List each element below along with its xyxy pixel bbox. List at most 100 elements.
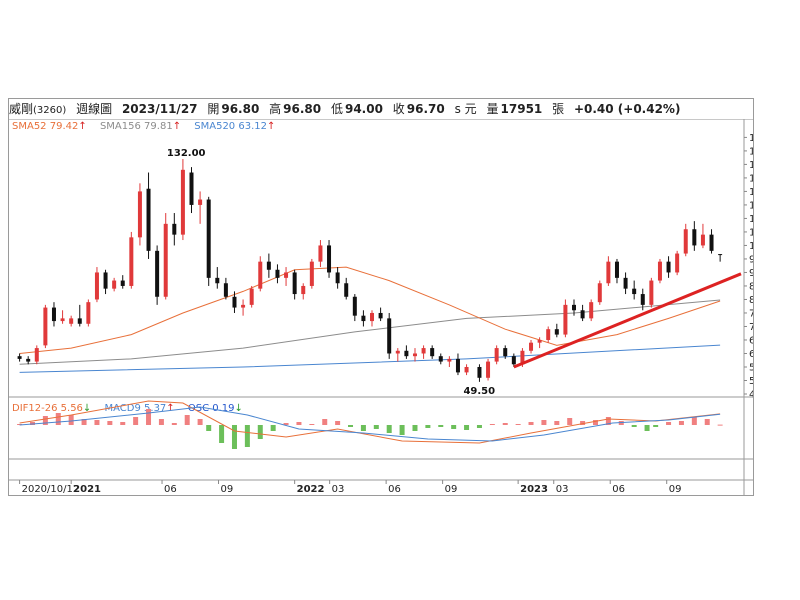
candle-down — [26, 358, 31, 362]
candle-up — [60, 318, 65, 322]
osc-bar-negative — [438, 425, 444, 427]
low-value: 94.00 — [344, 102, 383, 116]
macd-label: MACD9 — [104, 403, 141, 414]
osc-bar-negative — [257, 425, 263, 439]
osc-bar-positive — [296, 422, 302, 425]
osc-bar-positive — [171, 423, 177, 425]
candle-down — [327, 245, 332, 273]
candle-up — [112, 280, 117, 289]
sma156-line — [19, 299, 721, 365]
osc-bar-positive — [322, 419, 328, 425]
candle-up — [129, 237, 134, 286]
candle-down — [266, 261, 271, 270]
candle-down — [352, 296, 357, 316]
osc-bar-negative — [386, 425, 392, 433]
candle-down — [344, 283, 349, 297]
x-tick-label: 06 — [388, 484, 401, 495]
y-tick-label: 140.0 — [749, 133, 753, 144]
high-label: 高 — [269, 102, 282, 116]
sma52-value: 79.42 — [49, 121, 79, 132]
x-tick-label: 2020/10/12 — [22, 484, 80, 495]
osc-bar-negative — [631, 425, 637, 427]
osc-bar-negative — [206, 425, 212, 431]
candle-down — [438, 356, 443, 362]
sma52-legend: SMA52 79.42↑ — [12, 121, 87, 132]
stock-name: 威剛 — [9, 102, 34, 116]
candle-up — [284, 272, 289, 278]
osc-bar-positive — [309, 424, 315, 425]
candle-down — [120, 280, 125, 286]
osc-bar-negative — [360, 425, 366, 431]
candle-up — [486, 361, 491, 378]
arrow-up-icon: ↑ — [166, 403, 175, 414]
osc-label: OSC — [187, 403, 210, 414]
volume-label: 量 — [486, 102, 499, 116]
x-tick-label: 06 — [612, 484, 625, 495]
open-value: 96.80 — [221, 102, 260, 116]
osc-bar-negative — [244, 425, 250, 447]
arrow-down-icon: ↓ — [82, 403, 92, 414]
osc-bar-positive — [94, 420, 100, 425]
candle-up — [520, 350, 525, 365]
y-tick-label: 120.0 — [749, 187, 753, 198]
sma520-value: 63.12 — [238, 121, 267, 132]
osc-bar-positive — [133, 417, 139, 425]
candle-up — [69, 318, 74, 324]
arrow-up-icon: ↑ — [78, 121, 87, 132]
candle-up — [412, 353, 417, 357]
candle-down — [666, 261, 671, 273]
x-tick-label: 2023 — [520, 484, 548, 495]
candle-up — [563, 304, 568, 335]
osc-bar-positive — [81, 419, 87, 425]
osc-bar-positive — [678, 421, 684, 425]
candle-down — [709, 234, 714, 251]
x-tick-label: 09 — [221, 484, 234, 495]
osc-bar-negative — [476, 425, 482, 428]
candle-up — [649, 280, 654, 305]
close-value: 96.70 — [406, 102, 445, 116]
x-tick-label: 03 — [332, 484, 345, 495]
close-label: 收 — [392, 102, 405, 116]
candle-up — [258, 261, 263, 289]
sma520-label: SMA520 — [194, 121, 236, 132]
y-tick-label: 110.0 — [749, 214, 753, 225]
y-tick-label: 55.0 — [749, 362, 753, 373]
dif-legend: DIF12-26 5.56↓ — [12, 403, 91, 414]
price-annotation: 49.50 — [463, 386, 495, 397]
candle-up — [546, 329, 551, 340]
candle-down — [614, 261, 619, 278]
osc-bar-positive — [42, 416, 48, 425]
candle-up — [395, 350, 400, 354]
osc-bar-positive — [580, 421, 586, 425]
price-annotation: 132.00 — [167, 148, 206, 159]
dif-value: 5.56 — [60, 403, 83, 414]
y-tick-label: 100.0 — [749, 241, 753, 252]
high-value: 96.80 — [283, 102, 322, 116]
candle-down — [430, 348, 435, 357]
candle-up — [537, 339, 542, 343]
candle-up — [447, 358, 452, 362]
osc-bar-negative — [373, 425, 379, 429]
candle-up — [43, 307, 48, 346]
candle-down — [206, 199, 211, 278]
y-tick-label: 65.0 — [749, 335, 753, 346]
candle-down — [378, 312, 383, 319]
osc-bar-positive — [283, 423, 289, 425]
osc-bar-positive — [605, 417, 611, 425]
candle-up — [421, 348, 426, 354]
arrow-up-icon: ↑ — [172, 121, 182, 132]
arrow-up-icon: ↑ — [267, 121, 276, 132]
open-label: 開 — [207, 102, 220, 116]
osc-bar-positive — [107, 421, 113, 425]
dif-label: DIF12-26 — [12, 403, 58, 414]
candle-down — [477, 366, 482, 378]
osc-bar-positive — [541, 420, 547, 425]
osc-bar-negative — [270, 425, 276, 431]
osc-bar-positive — [120, 422, 126, 425]
osc-bar-negative — [231, 425, 237, 449]
sma52-line — [19, 266, 721, 354]
osc-bar-positive — [515, 424, 521, 425]
close-suffix: s 元 — [454, 102, 477, 116]
